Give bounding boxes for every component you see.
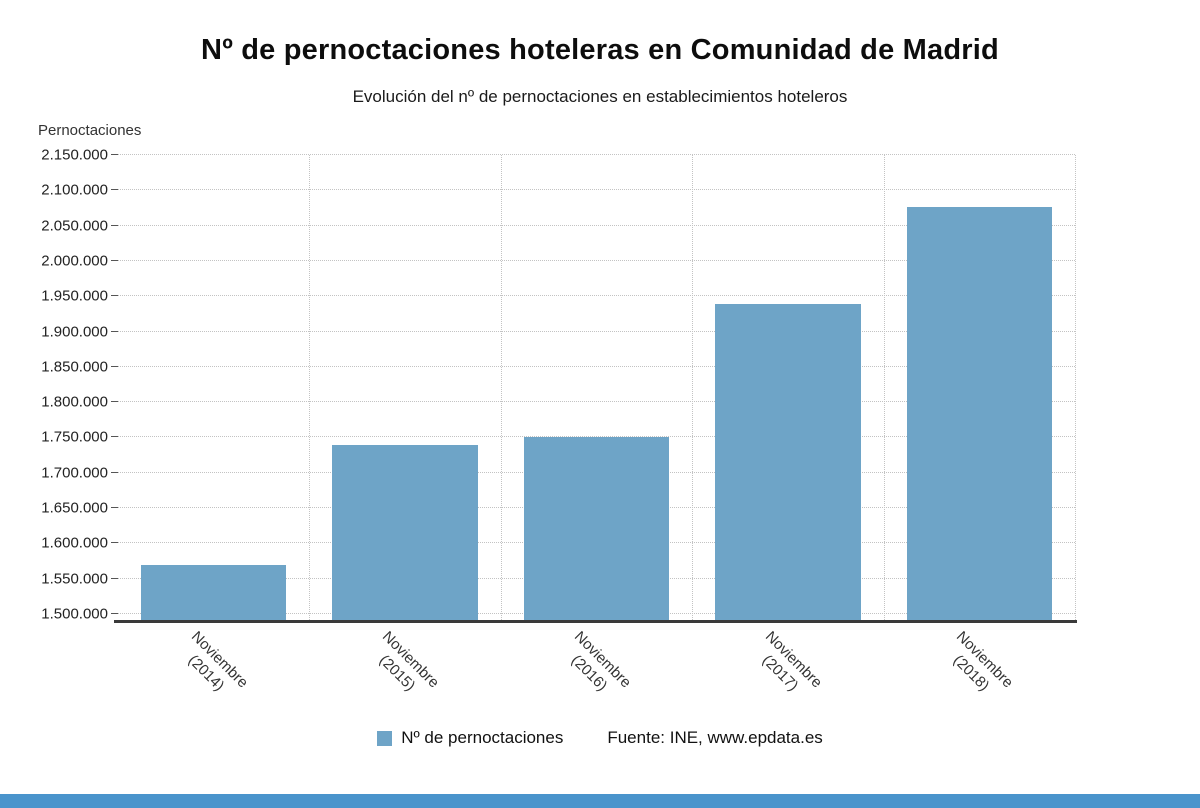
y-tick-label: 1.950.000 <box>41 287 108 305</box>
y-tick-mark <box>111 542 118 544</box>
y-tick-label: 1.650.000 <box>41 499 108 517</box>
y-tick-mark <box>111 507 118 509</box>
horizontal-gridline <box>118 189 1075 191</box>
bar-slot <box>118 155 309 622</box>
y-tick-label: 2.000.000 <box>41 252 108 270</box>
y-tick-mark <box>111 401 118 403</box>
y-tick-mark <box>111 330 118 332</box>
footer-brand-bar <box>0 794 1200 808</box>
legend-label: Nº de pernoctaciones <box>401 728 564 747</box>
bar-2015 <box>332 444 478 622</box>
y-tick-label: 1.750.000 <box>41 428 108 446</box>
vertical-gridline <box>500 155 502 620</box>
y-tick-mark <box>111 259 118 261</box>
y-tick-mark <box>111 224 118 226</box>
y-tick-label: 1.800.000 <box>41 393 108 411</box>
x-tick-label: Noviembre (2017) <box>758 628 826 695</box>
bar-2014 <box>140 564 287 622</box>
y-tick-label: 1.850.000 <box>41 358 108 376</box>
horizontal-gridline <box>118 365 1075 367</box>
y-tick-mark <box>111 189 118 191</box>
y-tick-label: 1.550.000 <box>41 570 108 588</box>
bar-slot <box>309 155 500 622</box>
y-tick-label: 1.600.000 <box>41 534 108 552</box>
horizontal-gridline <box>118 295 1075 297</box>
y-axis-title: Pernoctaciones <box>38 122 142 139</box>
source-text: Fuente: INE, www.epdata.es <box>607 728 823 747</box>
y-tick-label: 1.900.000 <box>41 323 108 341</box>
y-tick-mark <box>111 295 118 297</box>
y-tick-label: 2.150.000 <box>41 146 108 164</box>
bar-slot <box>884 155 1075 622</box>
y-tick-mark <box>111 471 118 473</box>
y-tick-label: 2.050.000 <box>41 217 108 235</box>
vertical-gridline <box>692 155 694 620</box>
chart-title: Nº de pernoctaciones hoteleras en Comuni… <box>201 34 999 66</box>
horizontal-gridline <box>118 154 1075 155</box>
y-tick-mark <box>111 154 118 155</box>
y-axis-tick-labels: 1.500.000 1.550.000 1.600.000 1.650.000 1.70… <box>0 147 108 623</box>
vertical-gridline <box>883 155 885 620</box>
x-tick-label: Noviembre (2018) <box>950 628 1017 695</box>
vertical-gridline <box>309 155 311 620</box>
horizontal-gridline <box>118 436 1075 438</box>
x-tick-label: Noviembre (2016) <box>567 628 634 695</box>
horizontal-gridline <box>118 330 1075 332</box>
x-tick-label: Noviembre (2015) <box>376 628 443 695</box>
y-tick-mark <box>111 577 118 579</box>
bar-slot <box>692 155 883 622</box>
horizontal-gridline <box>118 401 1075 403</box>
bars-container <box>118 155 1075 622</box>
y-tick-mark <box>111 436 118 438</box>
y-tick-label: 1.700.000 <box>41 464 108 482</box>
bar-slot <box>501 155 692 622</box>
bar-2016 <box>523 437 670 622</box>
chart-subtitle: Evolución del nº de pernoctaciones en es… <box>352 87 848 106</box>
y-tick-label: 1.500.000 <box>41 605 108 623</box>
y-tick-mark <box>111 365 118 367</box>
x-axis-labels: Noviembre (2014) Noviembre (2015) Noviembre(… <box>118 624 1075 724</box>
horizontal-gridline <box>118 259 1075 261</box>
legend-row: Nº de pernoctaciones Fuente: INE, www.ep… <box>0 728 1200 748</box>
legend-swatch <box>377 730 393 746</box>
horizontal-gridline <box>118 224 1075 226</box>
y-tick-mark <box>111 613 118 614</box>
plot-area <box>111 154 1076 622</box>
bar-2018 <box>906 206 1053 622</box>
y-tick-label: 2.100.000 <box>41 181 108 199</box>
x-tick-label: Noviembre (2014) <box>184 628 251 695</box>
bar-2017 <box>715 304 861 622</box>
vertical-gridline <box>1075 155 1076 620</box>
x-axis-line <box>114 620 1077 623</box>
